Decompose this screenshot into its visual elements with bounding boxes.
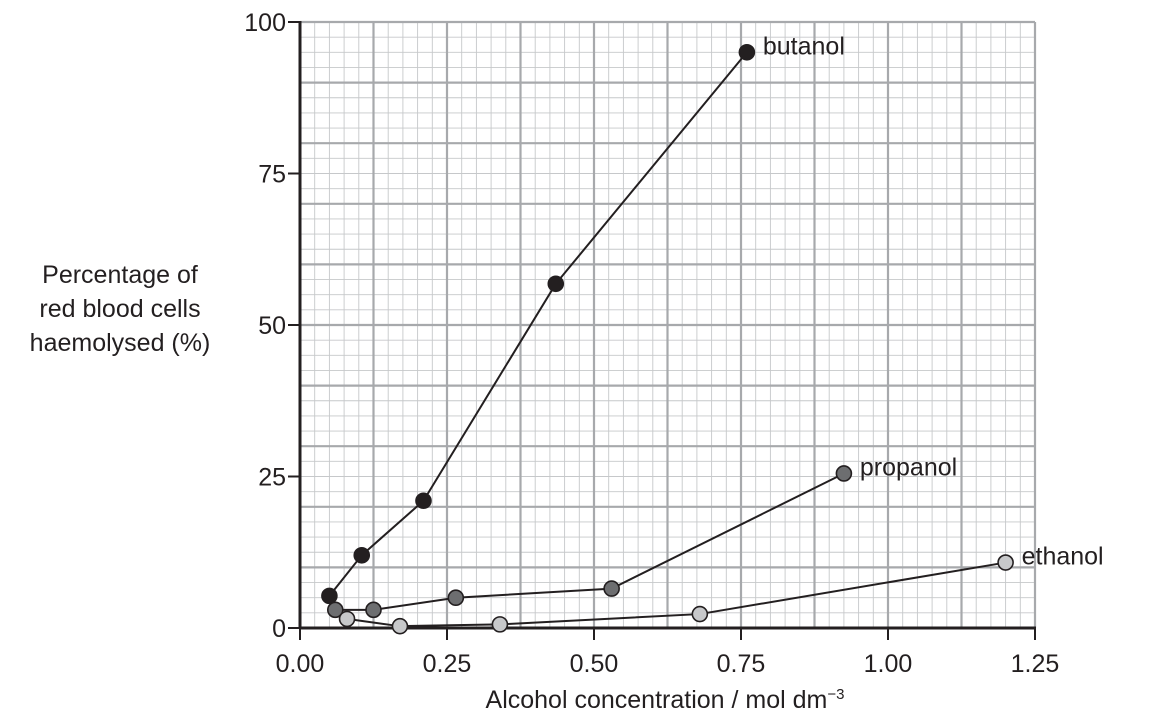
y-tick-label: 50 — [258, 312, 286, 340]
data-point-propanol — [365, 601, 382, 619]
y-tick-label: 75 — [258, 161, 286, 189]
data-point-propanol — [447, 589, 465, 607]
x-tick-label: 0.75 — [717, 650, 766, 678]
y-axis-label-line-2: red blood cells — [39, 295, 201, 323]
data-point-butanol — [547, 275, 565, 293]
data-point-ethanol — [997, 554, 1014, 571]
x-axis-label-text: Alcohol concentration / mol dm — [485, 686, 828, 714]
x-axis-label-superscript: −3 — [827, 686, 845, 703]
data-point-butanol — [738, 43, 756, 61]
axes — [288, 21, 1036, 640]
series-label-propanol: propanol — [860, 453, 957, 481]
data-point-butanol — [353, 546, 371, 564]
data-point-ethanol — [691, 605, 709, 623]
series-line-propanol — [335, 472, 845, 611]
data-point-ethanol — [338, 610, 356, 628]
x-tick-label: 0.25 — [423, 650, 472, 678]
x-tick-label: 0.50 — [570, 650, 619, 678]
y-axis-label: Percentage of red blood cells haemolysed… — [0, 258, 240, 360]
series-label-ethanol: ethanol — [1022, 543, 1104, 571]
series-ethanol: ethanol — [338, 543, 1104, 635]
data-point-propanol — [603, 580, 620, 597]
y-axis-label-line-3: haemolysed (%) — [29, 329, 211, 357]
x-tick-label: 1.00 — [864, 650, 913, 678]
series-layer: butanol propanol ethanol — [321, 32, 1104, 635]
data-point-propanol — [835, 465, 853, 482]
series-butanol: butanol — [321, 32, 845, 605]
tick-labels: 0 25 50 75 100 0.00 0.25 0.50 0.75 1.00 1.25 — [244, 9, 1059, 678]
y-tick-label: 0 — [272, 615, 286, 643]
data-point-butanol — [415, 492, 432, 510]
data-point-ethanol — [391, 617, 409, 635]
data-point-butanol — [321, 587, 338, 605]
y-tick-label: 25 — [258, 464, 286, 492]
data-point-propanol — [326, 601, 344, 619]
series-line-ethanol — [346, 561, 1006, 628]
x-tick-label: 1.25 — [1011, 650, 1060, 678]
series-label-butanol: butanol — [763, 32, 845, 60]
x-axis-label: Alcohol concentration / mol dm−3 — [300, 686, 1030, 715]
y-tick-label: 100 — [244, 9, 286, 37]
data-point-ethanol — [491, 616, 509, 633]
x-tick-label: 0.00 — [276, 650, 325, 678]
series-propanol: propanol — [326, 453, 957, 619]
y-axis-label-line-1: Percentage of — [42, 261, 198, 289]
